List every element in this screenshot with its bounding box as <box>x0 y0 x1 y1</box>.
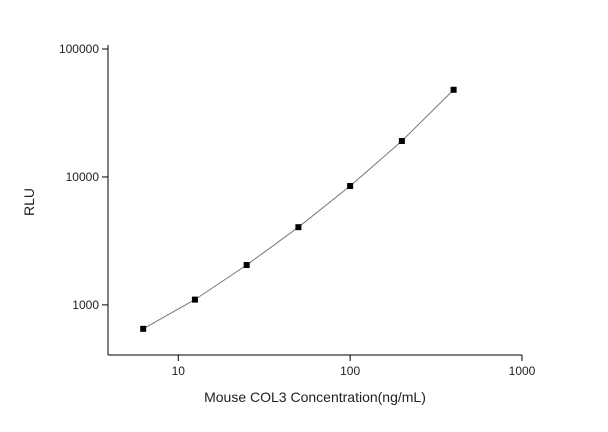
x-tick-label: 100 <box>340 364 360 378</box>
x-axis-label: Mouse COL3 Concentration(ng/mL) <box>204 389 426 405</box>
point <box>398 137 405 144</box>
y-axis-label: RLU <box>21 188 37 216</box>
point <box>295 224 302 231</box>
point <box>450 86 457 93</box>
fit-line <box>142 89 454 330</box>
x-tick-label: 10 <box>172 364 186 378</box>
point <box>347 182 354 189</box>
point <box>140 325 147 332</box>
y-tick-label: 1000 <box>72 298 99 312</box>
y-tick-label: 100000 <box>59 42 99 56</box>
x-tick-label: 1000 <box>509 364 536 378</box>
y-tick-label: 10000 <box>66 170 100 184</box>
point <box>243 262 250 269</box>
point <box>191 296 198 303</box>
